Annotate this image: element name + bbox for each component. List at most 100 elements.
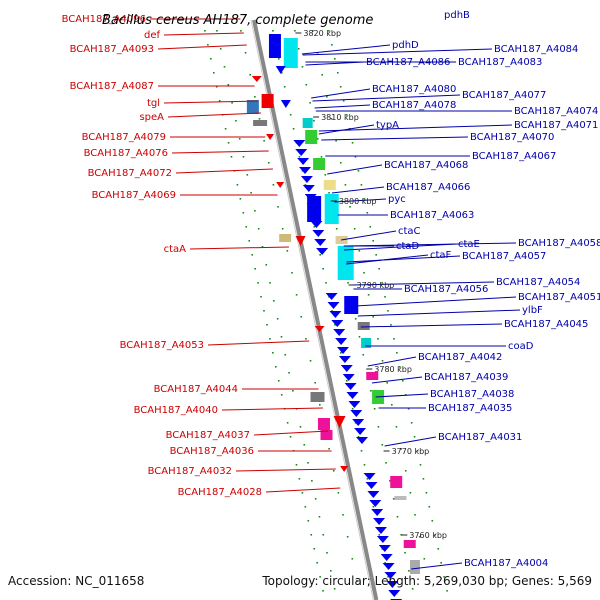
right-gene-label[interactable]: BCAH187_A4051 (518, 292, 600, 303)
gene-feature-box[interactable] (313, 158, 326, 170)
gene-feature-arrow[interactable] (310, 221, 323, 228)
gene-feature-arrow[interactable] (335, 338, 348, 345)
gene-feature-arrow[interactable] (327, 302, 340, 309)
gene-feature-box[interactable] (323, 180, 336, 190)
left-gene-label[interactable]: BCAH187_A4040 (134, 405, 218, 416)
gene-feature-arrow[interactable] (388, 590, 401, 597)
gene-feature-arrow[interactable] (316, 248, 329, 255)
gene-feature-arrow[interactable] (314, 326, 325, 332)
gene-feature-box[interactable] (394, 496, 407, 500)
gene-feature-box[interactable] (366, 372, 379, 380)
right-gene-label[interactable]: typA (376, 120, 399, 131)
gene-feature-box[interactable] (409, 560, 420, 574)
gene-feature-arrow[interactable] (333, 329, 346, 336)
gene-feature-box[interactable] (268, 34, 281, 58)
right-gene-label[interactable]: ylbF (522, 305, 543, 316)
gene-feature-box[interactable] (337, 246, 354, 280)
gene-feature-arrow[interactable] (386, 581, 399, 588)
gene-feature-arrow[interactable] (373, 518, 386, 525)
gene-feature-arrow[interactable] (376, 536, 389, 543)
right-gene-label[interactable]: BCAH187_A4078 (372, 100, 456, 111)
gene-feature-arrow[interactable] (346, 392, 359, 399)
left-gene-label[interactable]: BCAH187_A4096 (62, 14, 146, 25)
right-gene-label[interactable]: BCAH187_A4070 (470, 132, 554, 143)
gene-feature-arrow[interactable] (300, 176, 313, 183)
right-gene-label[interactable]: BCAH187_A4071 (514, 120, 598, 131)
left-gene-label[interactable]: BCAH187_A4032 (148, 466, 232, 477)
gene-feature-arrow[interactable] (302, 185, 315, 192)
gene-feature-arrow[interactable] (365, 482, 378, 489)
gene-feature-arrow[interactable] (342, 374, 355, 381)
gene-feature-arrow[interactable] (314, 239, 327, 246)
left-gene-label[interactable]: BCAH187_A4053 (120, 340, 204, 351)
gene-feature-arrow[interactable] (331, 320, 344, 327)
left-gene-label[interactable]: BCAH187_A4087 (70, 81, 154, 92)
right-gene-label[interactable]: BCAH187_A4080 (372, 84, 456, 95)
right-gene-label[interactable]: pdhD (392, 40, 419, 51)
gene-feature-box[interactable] (317, 418, 330, 430)
gene-feature-arrow[interactable] (293, 140, 306, 147)
gene-feature-arrow[interactable] (329, 311, 342, 318)
gene-feature-box[interactable] (403, 540, 416, 548)
right-gene-label[interactable]: BCAH187_A4084 (494, 44, 578, 55)
gene-feature-arrow[interactable] (344, 383, 357, 390)
right-gene-label[interactable]: coaD (508, 341, 534, 352)
right-gene-label[interactable]: pyc (388, 194, 406, 205)
left-gene-label[interactable]: BCAH187_A4069 (92, 190, 176, 201)
gene-feature-arrow[interactable] (297, 158, 310, 165)
right-gene-label[interactable]: BCAH187_A4038 (430, 389, 514, 400)
right-gene-label[interactable]: BCAH187_A4054 (496, 277, 580, 288)
gene-feature-box[interactable] (357, 322, 370, 330)
left-gene-label[interactable]: BCAH187_A4044 (154, 384, 238, 395)
gene-feature-arrow[interactable] (348, 401, 361, 408)
gene-feature-arrow[interactable] (325, 293, 338, 300)
right-gene-label[interactable]: BCAH187_A4074 (514, 106, 598, 117)
gene-feature-arrow[interactable] (312, 230, 325, 237)
gene-feature-arrow[interactable] (367, 491, 380, 498)
gene-feature-arrow[interactable] (374, 527, 387, 534)
right-gene-label[interactable]: BCAH187_A4042 (418, 352, 502, 363)
right-gene-label[interactable]: ctaF (430, 250, 452, 261)
gene-feature-box[interactable] (302, 118, 313, 128)
right-gene-label[interactable]: BCAH187_A4039 (424, 372, 508, 383)
gene-feature-arrow[interactable] (340, 365, 353, 372)
gene-feature-box[interactable] (324, 194, 339, 224)
gene-feature-arrow[interactable] (378, 545, 391, 552)
gene-feature-arrow[interactable] (333, 416, 346, 428)
right-gene-label[interactable]: BCAH187_A4067 (472, 151, 556, 162)
left-gene-label[interactable]: ctaA (164, 244, 187, 255)
gene-feature-box[interactable] (253, 120, 268, 126)
gene-feature-arrow[interactable] (336, 347, 349, 354)
gene-feature-box[interactable] (307, 196, 322, 222)
left-gene-label[interactable]: def (144, 30, 161, 41)
gene-feature-box[interactable] (283, 38, 298, 68)
gene-feature-arrow[interactable] (306, 203, 319, 210)
gene-feature-box[interactable] (310, 392, 325, 402)
left-gene-label[interactable]: tgl (147, 98, 160, 109)
gene-feature-arrow[interactable] (382, 563, 395, 570)
gene-feature-arrow[interactable] (338, 356, 351, 363)
gene-feature-box[interactable] (344, 296, 359, 314)
gene-feature-arrow[interactable] (371, 509, 384, 516)
gene-feature-arrow[interactable] (295, 236, 306, 246)
gene-feature-arrow[interactable] (352, 419, 365, 426)
right-gene-label[interactable]: BCAH187_A4045 (504, 319, 588, 330)
right-gene-label[interactable]: BCAH187_A4077 (462, 90, 546, 101)
gene-feature-arrow[interactable] (299, 167, 312, 174)
gene-feature-box[interactable] (361, 338, 372, 348)
left-gene-label[interactable]: BCAH187_A4037 (166, 430, 250, 441)
gene-feature-arrow[interactable] (266, 134, 275, 140)
left-gene-label[interactable]: BCAH187_A4076 (84, 148, 168, 159)
gene-feature-box[interactable] (261, 94, 274, 108)
gene-feature-arrow[interactable] (251, 76, 262, 82)
gene-feature-arrow[interactable] (276, 182, 285, 188)
right-gene-label[interactable]: BCAH187_A4004 (464, 558, 548, 569)
right-gene-label[interactable]: BCAH187_A4031 (438, 432, 522, 443)
right-gene-label[interactable]: BCAH187_A4058 (518, 238, 600, 249)
left-gene-label[interactable]: BCAH187_A4079 (82, 132, 166, 143)
right-gene-label[interactable]: BCAH187_A4063 (390, 210, 474, 221)
right-gene-label[interactable]: BCAH187_A4068 (384, 160, 468, 171)
right-gene-label[interactable]: BCAH187_A4086 (366, 57, 450, 68)
gene-feature-arrow[interactable] (363, 473, 376, 480)
left-gene-label[interactable]: BCAH187_A4093 (70, 44, 154, 55)
